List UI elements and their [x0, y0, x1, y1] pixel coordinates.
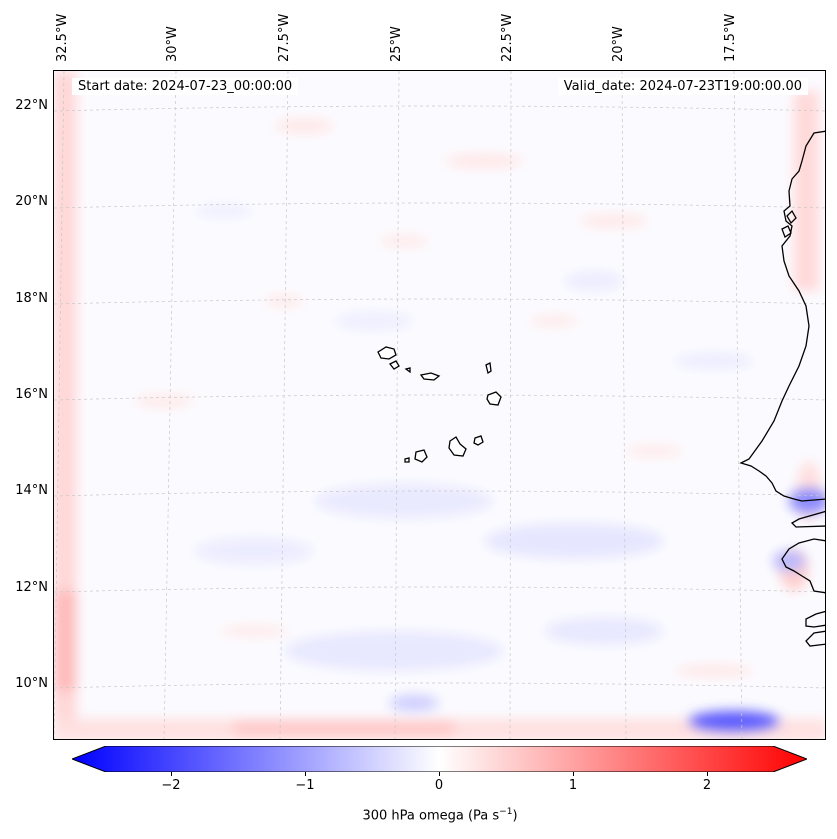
lon-label-32-5w: 32.5°W: [55, 13, 70, 62]
colorbar-tick-label: −2: [161, 778, 181, 793]
lat-label-18n: 18°N: [15, 291, 48, 306]
lat-label-16n: 16°N: [15, 387, 48, 402]
start-date-label: Start date: 2024-07-23_00:00:00: [72, 78, 299, 95]
lon-label-25w: 25°W: [389, 26, 404, 62]
colorbar-tick-label: 0: [434, 778, 444, 793]
negative-omega-patches: [194, 204, 825, 731]
cape-verde-islands: [377, 346, 502, 463]
colorbar-tickmark: [707, 772, 708, 776]
colorbar: [72, 746, 807, 772]
colorbar-gradient: [72, 746, 807, 772]
lat-label-22n: 22°N: [15, 98, 48, 113]
lon-label-30w: 30°W: [165, 26, 180, 62]
colorbar-tickmark: [573, 772, 574, 776]
lat-label-12n: 12°N: [15, 580, 48, 595]
colorbar-tick-label: 1: [568, 778, 578, 793]
lon-label-27-5w: 27.5°W: [277, 13, 292, 62]
colorbar-label-close: ): [512, 808, 518, 824]
lat-label-10n: 10°N: [15, 676, 48, 691]
colorbar-tickmark: [439, 772, 440, 776]
colorbar-tickmark: [305, 772, 306, 776]
lat-label-20n: 20°N: [15, 194, 48, 209]
positive-omega-patches: [54, 71, 825, 739]
map-panel[interactable]: [53, 70, 826, 740]
colorbar-tick-label: 2: [702, 778, 712, 793]
colorbar-tick-label: −1: [295, 778, 315, 793]
colorbar-label: 300 hPa omega (Pa s−1): [0, 807, 837, 823]
colorbar-label-exponent: −1: [499, 807, 513, 817]
lon-label-20w: 20°W: [611, 26, 626, 62]
graticule-lines: [54, 71, 825, 739]
lon-label-22-5w: 22.5°W: [500, 13, 515, 62]
omega-field-map: [54, 71, 825, 739]
lon-label-17-5w: 17.5°W: [723, 13, 738, 62]
colorbar-tickmark: [171, 772, 172, 776]
coastline: [739, 130, 825, 647]
valid-date-label: Valid_date: 2024-07-23T19:00:00.00: [557, 78, 808, 95]
colorbar-label-text: 300 hPa omega (Pa s: [362, 808, 500, 824]
lat-label-14n: 14°N: [15, 483, 48, 498]
